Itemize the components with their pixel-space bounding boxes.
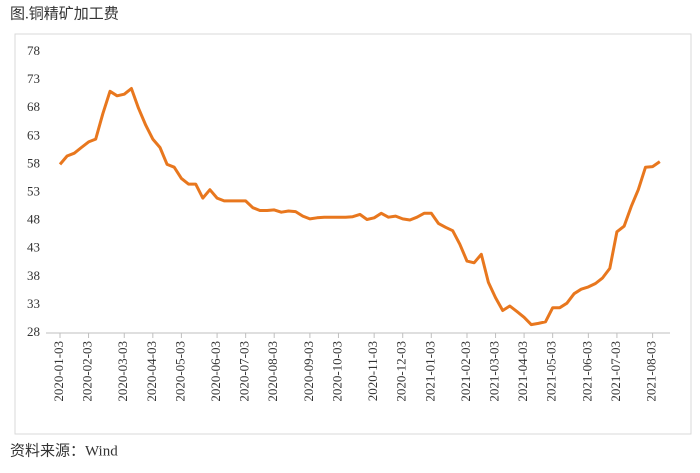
y-tick-label: 43 [27, 240, 40, 255]
x-tick-label: 2020-12-03 [394, 341, 409, 402]
x-tick-label: 2021-05-03 [544, 341, 559, 402]
chart-frame [14, 33, 692, 435]
y-tick-label: 53 [27, 183, 40, 198]
x-tick-label: 2020-07-03 [237, 341, 252, 402]
line-series [58, 87, 661, 327]
x-tick-label: 2020-06-03 [208, 341, 223, 402]
x-tick-label: 2021-04-03 [515, 341, 530, 402]
y-tick-label: 68 [27, 99, 40, 114]
x-tick-label: 2020-08-03 [265, 341, 280, 402]
y-tick-label: 73 [27, 71, 40, 86]
x-tick-label: 2020-04-03 [144, 341, 159, 402]
x-tick-label: 2020-03-03 [115, 341, 130, 402]
x-tick-label: 2020-11-03 [365, 341, 380, 401]
y-tick-label: 38 [27, 268, 40, 283]
y-tick-label: 48 [27, 212, 40, 227]
x-tick-label: 2021-01-03 [422, 341, 437, 402]
chart-title: 图.铜精矿加工费 [10, 5, 119, 22]
y-tick-label: 63 [27, 127, 40, 142]
y-tick-label: 28 [27, 324, 40, 339]
x-tick-label: 2020-05-03 [172, 341, 187, 402]
y-tick-label: 58 [27, 155, 40, 170]
x-tick-label: 2020-01-03 [51, 341, 66, 402]
x-tick-label: 2021-02-03 [458, 341, 473, 402]
x-tick-label: 2021-07-03 [608, 341, 623, 402]
x-tick-label: 2021-08-03 [644, 341, 659, 402]
source-note: 资料来源：Wind [10, 442, 118, 459]
y-tick-label: 33 [27, 296, 40, 311]
x-tick-label: 2020-10-03 [329, 341, 344, 402]
x-tick-label: 2020-02-03 [80, 341, 95, 402]
x-tick-label: 2021-06-03 [579, 341, 594, 402]
x-tick-label: 2021-03-03 [487, 341, 502, 402]
y-tick-label: 78 [27, 43, 40, 58]
x-tick-label: 2020-09-03 [301, 341, 316, 402]
